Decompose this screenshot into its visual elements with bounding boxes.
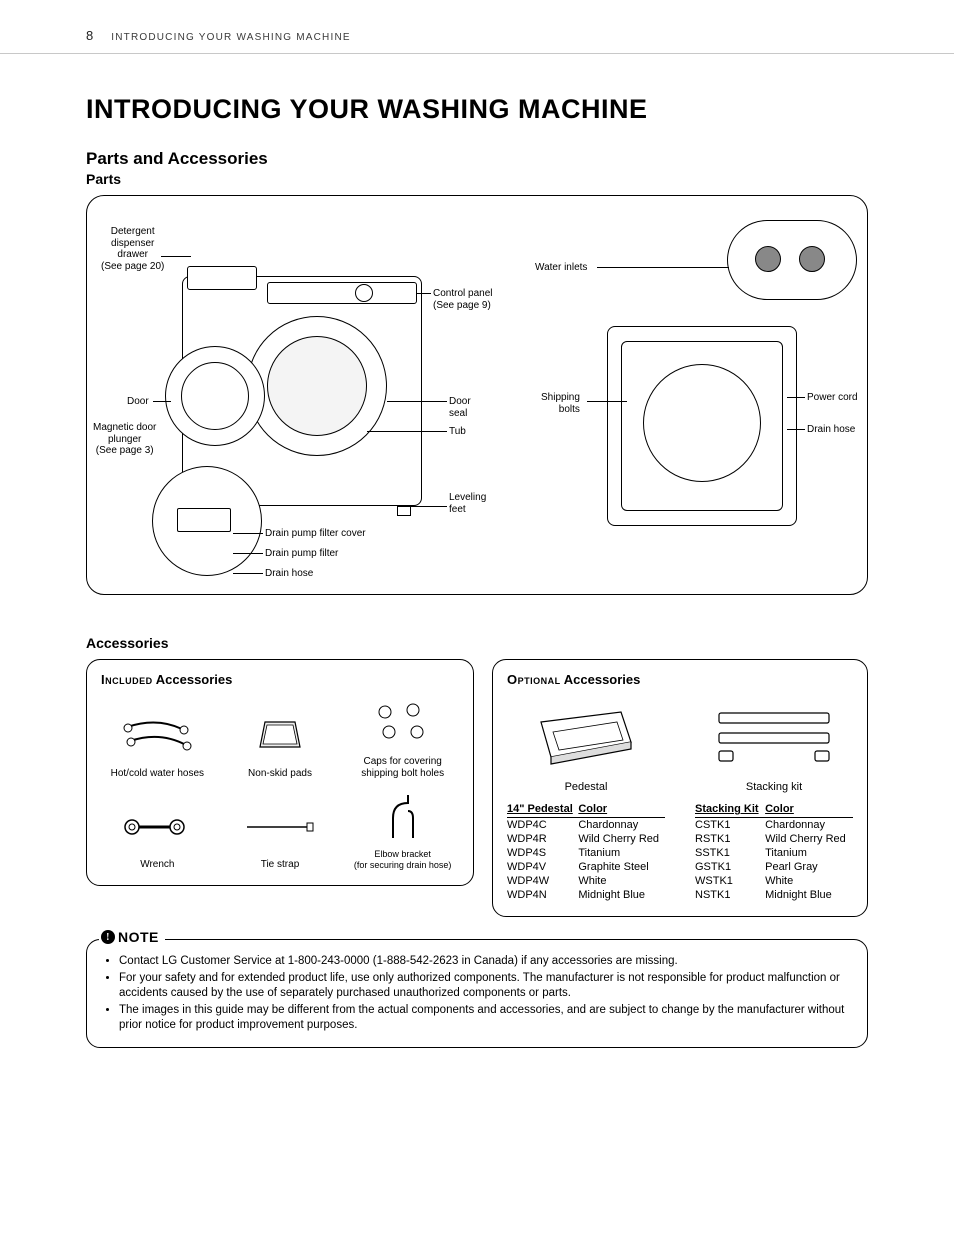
parts-diagram: Detergent dispenser drawer (See page 20)… xyxy=(86,195,868,595)
section-parts-accessories: Parts and Accessories xyxy=(86,149,868,169)
label-door-seal: Door seal xyxy=(449,396,471,419)
label-drain-hose-rear: Drain hose xyxy=(807,424,855,436)
label-magnetic-plunger: Magnetic door plunger (See page 3) xyxy=(93,422,156,457)
table-row: WDP4RWild Cherry Red xyxy=(507,832,665,846)
running-title: INTRODUCING YOUR WASHING MACHINE xyxy=(111,32,351,43)
sub-parts: Parts xyxy=(86,171,868,187)
info-icon: ! xyxy=(101,930,115,944)
optional-stacking: Stacking kit Stacking Kit Color CSTK1Cha… xyxy=(695,697,853,902)
optional-pedestal: Pedestal 14" Pedestal Color WDP4CChardon… xyxy=(507,697,665,902)
label-drain-hose-front: Drain hose xyxy=(265,568,313,580)
note-item: The images in this guide may be differen… xyxy=(119,1003,851,1034)
included-title: Included Accessories xyxy=(101,672,459,687)
running-header: 8 INTRODUCING YOUR WASHING MACHINE xyxy=(0,0,954,54)
table-row: WSTK1White xyxy=(695,874,853,888)
label-shipping-bolts: Shipping bolts xyxy=(541,392,580,415)
stacking-table: Stacking Kit Color CSTK1ChardonnayRSTK1W… xyxy=(695,801,853,902)
acc-item-elbow: Elbow bracket (for securing drain hose) xyxy=(346,790,459,871)
included-accessories-box: Included Accessories Hot/cold water hose… xyxy=(86,659,474,886)
label-power-cord: Power cord xyxy=(807,392,858,404)
acc-item-pads: Non-skid pads xyxy=(224,697,337,780)
tiestrap-icon xyxy=(245,800,315,855)
table-row: CSTK1Chardonnay xyxy=(695,818,853,833)
caps-icon xyxy=(368,697,438,752)
optional-accessories-box: Optional Accessories Pedestal 14" Pedest… xyxy=(492,659,868,917)
pads-icon xyxy=(245,709,315,764)
acc-item-hoses: Hot/cold water hoses xyxy=(101,697,214,780)
wrench-icon xyxy=(122,800,192,855)
page-title: INTRODUCING YOUR WASHING MACHINE xyxy=(86,94,868,125)
acc-item-caps: Caps for covering shipping bolt holes xyxy=(346,697,459,780)
table-row: SSTK1Titanium xyxy=(695,846,853,860)
label-drain-pump-filter-cover: Drain pump filter cover xyxy=(265,528,366,540)
page-number: 8 xyxy=(86,28,93,43)
note-box: ! NOTE Contact LG Customer Service at 1-… xyxy=(86,939,868,1048)
elbow-bracket-icon xyxy=(368,790,438,845)
label-water-inlets: Water inlets xyxy=(535,262,587,274)
table-row: RSTK1Wild Cherry Red xyxy=(695,832,853,846)
label-door: Door xyxy=(127,396,149,408)
label-detergent-drawer: Detergent dispenser drawer (See page 20) xyxy=(101,226,164,272)
table-row: NSTK1Midnight Blue xyxy=(695,888,853,902)
optional-title: Optional Accessories xyxy=(507,672,853,687)
acc-item-wrench: Wrench xyxy=(101,790,214,871)
table-row: GSTK1Pearl Gray xyxy=(695,860,853,874)
stacking-kit-icon xyxy=(695,697,853,777)
table-row: WDP4VGraphite Steel xyxy=(507,860,665,874)
note-item: For your safety and for extended product… xyxy=(119,971,851,1002)
note-list: Contact LG Customer Service at 1-800-243… xyxy=(103,954,851,1034)
note-item: Contact LG Customer Service at 1-800-243… xyxy=(119,954,851,970)
label-control-panel: Control panel (See page 9) xyxy=(433,288,492,311)
label-tub: Tub xyxy=(449,426,466,438)
pedestal-icon xyxy=(507,697,665,777)
table-row: WDP4WWhite xyxy=(507,874,665,888)
pedestal-table: 14" Pedestal Color WDP4CChardonnayWDP4RW… xyxy=(507,801,665,902)
table-row: WDP4CChardonnay xyxy=(507,818,665,833)
label-leveling-feet: Leveling feet xyxy=(449,492,486,515)
table-row: WDP4NMidnight Blue xyxy=(507,888,665,902)
note-label: ! NOTE xyxy=(99,929,165,945)
sub-accessories: Accessories xyxy=(86,635,868,651)
table-row: WDP4STitanium xyxy=(507,846,665,860)
acc-item-tiestrap: Tie strap xyxy=(224,790,337,871)
hoses-icon xyxy=(122,709,192,764)
label-drain-pump-filter: Drain pump filter xyxy=(265,548,338,560)
